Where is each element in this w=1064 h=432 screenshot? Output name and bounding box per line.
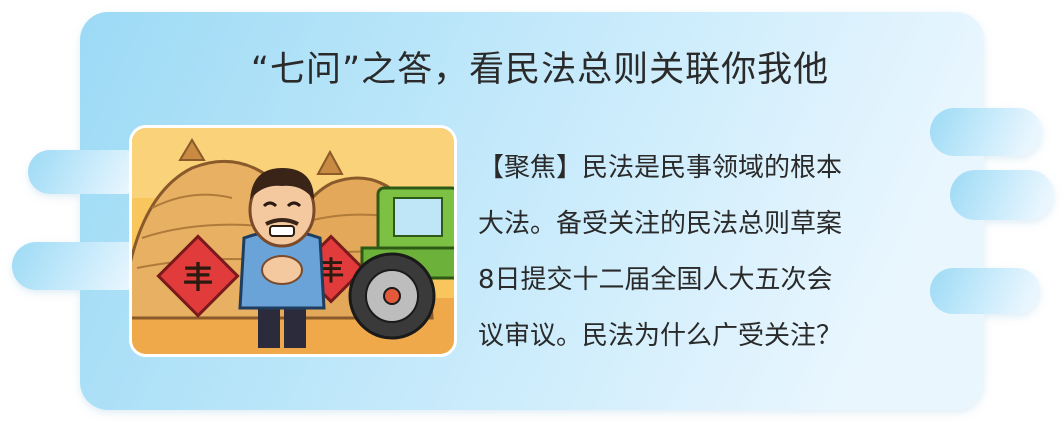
sign-left-label: 丰: [183, 261, 213, 296]
article-line: 大法。备受关注的民法总则草案: [478, 209, 843, 239]
article-summary: 【聚焦】民法是民事领域的根本 大法。备受关注的民法总则草案 8日提交十二届全国人…: [478, 140, 918, 364]
farmer-illustration: 丰 丰: [132, 128, 454, 354]
fortune-sign-left: 丰: [156, 234, 240, 318]
article-line: 【聚焦】民法是民事领域的根本: [478, 153, 843, 183]
article-line: 议审议。民法为什么广受关注？: [478, 321, 843, 351]
article-line: 8日提交十二届全国人大五次会: [478, 265, 833, 295]
page-title: “七问”之答，看民法总则关联你我他: [250, 50, 830, 90]
farmer-figure: [238, 168, 326, 348]
tractor-icon: [348, 186, 454, 340]
